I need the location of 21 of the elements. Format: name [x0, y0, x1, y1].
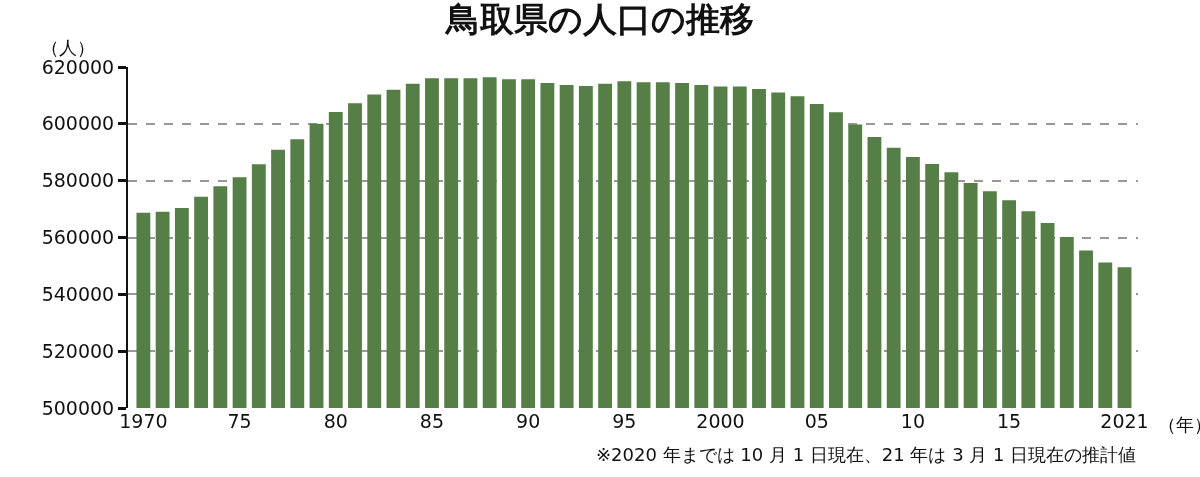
x-tick-label: 15 [997, 410, 1022, 432]
y-tick-label: 560000 [41, 226, 115, 249]
x-tick-label: 90 [516, 410, 541, 432]
x-axis-title: （年） [1158, 414, 1200, 435]
x-tick-label: 95 [612, 410, 637, 432]
y-tick-label: 540000 [41, 282, 115, 305]
y-tick-label: 500000 [41, 396, 115, 419]
x-tick-label: 85 [419, 410, 445, 432]
x-tick-label: 1970 [119, 410, 168, 432]
y-tick-label: 580000 [41, 169, 115, 192]
x-tick-label: 2000 [696, 410, 745, 432]
x-tick-label: 10 [900, 410, 925, 432]
x-tick-label: 80 [323, 410, 348, 432]
x-tick-label: 2021 [1100, 410, 1149, 432]
chart-title: 鳥取県の人口の推移 [444, 0, 754, 39]
x-tick-label: 75 [227, 410, 252, 432]
text: ※2020 年までは 10 月 1 日現在、21 年は 3 月 1 日現在の推計値 [596, 444, 1137, 465]
x-tick-label: 05 [804, 410, 829, 432]
y-tick-label: 520000 [41, 339, 115, 362]
y-axis-title: （人） [41, 37, 95, 58]
y-tick-label: 600000 [41, 112, 115, 135]
